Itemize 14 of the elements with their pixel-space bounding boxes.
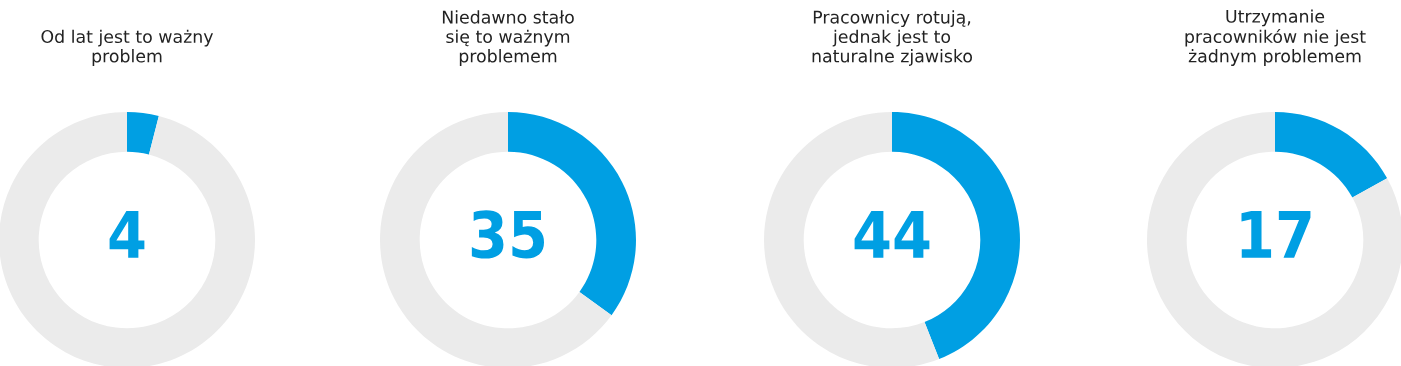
- chart-title: Niedawno stało się to ważnym problemem: [442, 10, 574, 66]
- chart-title: Od lat jest to ważny problem: [41, 29, 214, 66]
- data-label: 35: [471, 210, 544, 259]
- chart-title: Pracownicy rotują, jednak jest to naturalne zjawisko: [812, 10, 973, 66]
- donut-slice: [1275, 112, 1388, 198]
- donut-slice: [764, 112, 940, 366]
- data-label: 4: [109, 211, 145, 258]
- chart-title: Utrzymanie pracowników nie jest żadnym problemem: [1185, 9, 1366, 66]
- donut-slice: [1147, 112, 1401, 366]
- donut-slice: [380, 112, 612, 366]
- donut-slice: [127, 112, 159, 155]
- data-label: 44: [854, 211, 930, 258]
- donut-slice: [0, 112, 255, 366]
- data-label: 17: [1241, 211, 1311, 258]
